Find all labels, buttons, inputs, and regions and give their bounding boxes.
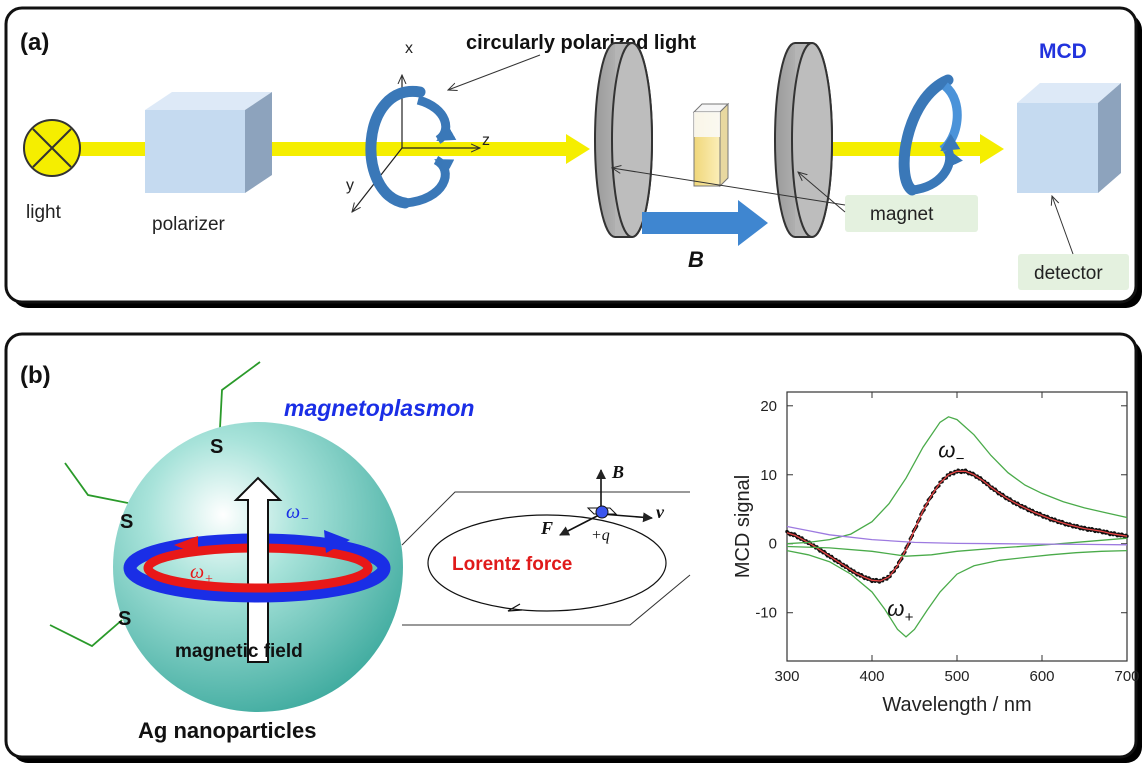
detector-pointer bbox=[1052, 196, 1074, 255]
light-beam-2 bbox=[805, 142, 985, 156]
light-beam bbox=[65, 142, 570, 156]
magnet-label: magnet bbox=[870, 204, 934, 225]
magnet-disk-left bbox=[594, 42, 653, 238]
plasmon-ring-outer-front bbox=[123, 566, 391, 603]
light-label: light bbox=[26, 202, 62, 223]
field-b-label: B bbox=[688, 247, 704, 272]
series-line-1 bbox=[786, 470, 1128, 582]
lorentz-force-label: Lorentz force bbox=[452, 554, 572, 575]
magnetoplasmon-label: magnetoplasmon bbox=[284, 395, 474, 421]
y-tick-label-0: -10 bbox=[755, 605, 777, 622]
lorentz-plane bbox=[401, 491, 691, 626]
polarizer-label: polarizer bbox=[152, 214, 226, 235]
sulfur-atom-1: S bbox=[210, 436, 223, 458]
y-tick-label-1: 0 bbox=[769, 536, 777, 553]
axis-y-label: y bbox=[346, 177, 354, 194]
axis-x-label: x bbox=[405, 40, 413, 57]
panel-b-label: (b) bbox=[20, 362, 51, 389]
vector-v-label: v bbox=[656, 502, 665, 522]
cpl-pointer bbox=[448, 54, 541, 90]
y-axis-label: MCD signal bbox=[732, 475, 754, 578]
sample-cuvette bbox=[692, 102, 730, 188]
charge-particle bbox=[595, 505, 609, 519]
vector-f-label: F bbox=[540, 518, 553, 538]
circular-polarization-arrow-icon bbox=[365, 86, 457, 209]
detector-label: detector bbox=[1034, 263, 1103, 284]
magnetic-field-arrow-open bbox=[233, 476, 283, 663]
panel-a: (a) light polarizer x z y bbox=[4, 6, 1142, 308]
mcd-label: MCD bbox=[1039, 40, 1087, 63]
y-tick-label-3: 20 bbox=[760, 398, 777, 415]
detector-box bbox=[1017, 83, 1121, 193]
magnet-disk-right bbox=[774, 42, 833, 238]
series-line-5 bbox=[786, 525, 1128, 546]
omega-minus-label: ω− bbox=[286, 501, 310, 527]
sulfur-atom-3: S bbox=[118, 608, 131, 630]
y-tick-label-2: 10 bbox=[760, 467, 777, 484]
x-tick-label-0: 300 bbox=[774, 668, 799, 685]
circular-polarization-arrow-2-icon bbox=[898, 74, 963, 196]
x-axis-label: Wavelength / nm bbox=[882, 694, 1031, 716]
ring-outer-arrowhead bbox=[324, 530, 350, 553]
nanoparticle-label: Ag nanoparticles bbox=[138, 718, 316, 743]
panel-b: (b) magnetoplasmon ω− ω+ S S S magnetic … bbox=[4, 332, 1142, 763]
lamp-icon bbox=[23, 119, 81, 177]
series-line-4 bbox=[786, 537, 1128, 557]
vector-b-label: B bbox=[611, 462, 624, 482]
ring-inner-arrowhead bbox=[174, 536, 198, 555]
plasmon-ring-inner-front bbox=[143, 567, 373, 593]
x-tick-label-3: 600 bbox=[1029, 668, 1054, 685]
omega-plus-label: ω+ bbox=[190, 561, 214, 587]
beam-arrowhead-2 bbox=[980, 134, 1004, 164]
chart-annotation-0: ω− bbox=[938, 438, 964, 468]
series-line-3 bbox=[786, 549, 1128, 638]
axis-z-label: z bbox=[482, 132, 490, 149]
series-line-2 bbox=[786, 416, 1128, 545]
polarizer-box bbox=[145, 92, 272, 193]
x-tick-label-4: 700 bbox=[1114, 668, 1139, 685]
detector-label-box bbox=[1018, 254, 1129, 290]
cpl-label: circularly polarized light bbox=[466, 32, 696, 54]
charge-vectors bbox=[559, 469, 653, 536]
panel-a-label: (a) bbox=[20, 29, 49, 56]
chart-annotation-1: ω+ bbox=[887, 596, 913, 626]
beam-arrowhead-1 bbox=[566, 134, 590, 164]
magnetic-field-label: magnetic field bbox=[175, 641, 303, 662]
x-tick-label-2: 500 bbox=[944, 668, 969, 685]
magnetic-field-arrow bbox=[642, 200, 768, 246]
sulfur-atom-2: S bbox=[120, 511, 133, 533]
mcd-chart: 300 400 500 600 700 -10 0 10 20 Wavelength / nm MC… bbox=[732, 391, 1140, 716]
magnet-pointer-1 bbox=[612, 168, 846, 206]
magnet-pointer-2 bbox=[798, 172, 846, 213]
thiol-ligands bbox=[49, 361, 261, 648]
x-tick-label-1: 400 bbox=[859, 668, 884, 685]
charge-label: +q bbox=[591, 527, 610, 544]
magnet-label-box bbox=[845, 195, 978, 232]
